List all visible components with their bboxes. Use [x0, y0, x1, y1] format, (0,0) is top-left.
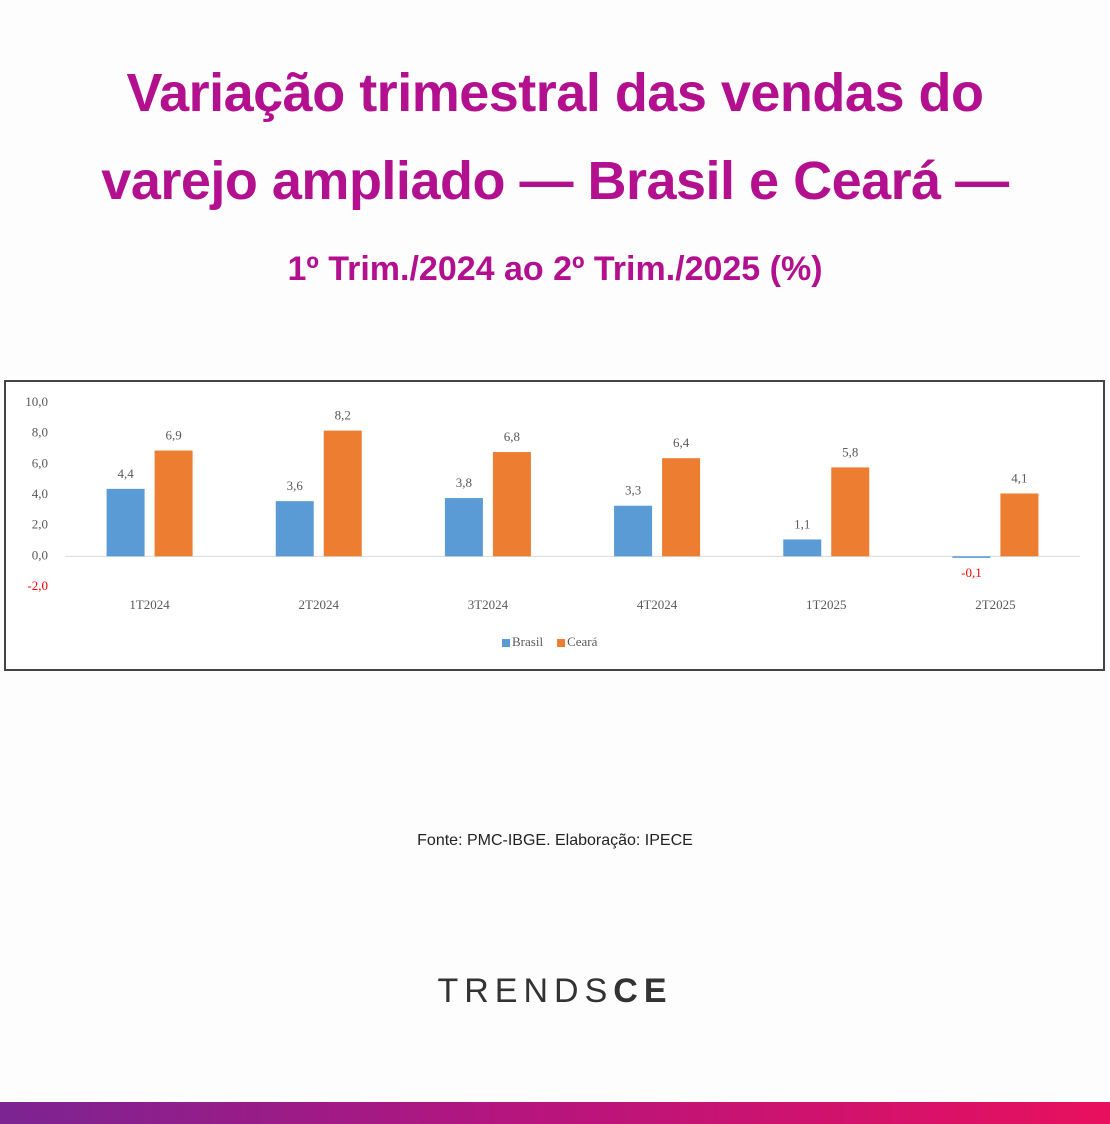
bar	[831, 467, 870, 557]
value-label: 3,3	[625, 483, 641, 498]
value-label: 6,4	[673, 435, 690, 450]
value-label: 4,1	[1011, 470, 1027, 485]
x-tick-label: 2T2024	[299, 597, 340, 612]
y-tick-label: 6,0	[32, 455, 48, 470]
legend-marker	[557, 639, 566, 647]
y-tick-label: 10,0	[25, 394, 48, 409]
chart: -2,0 0,0 2,0 4,0 6,0 8,0 10,0 1T2024 4,4 6,9 2T202…	[4, 380, 1105, 671]
bar	[444, 498, 483, 557]
value-label: 6,8	[504, 429, 520, 444]
logo-light: TRENDS	[437, 972, 614, 1010]
value-label: 6,9	[165, 428, 181, 443]
x-tick-label: 3T2024	[468, 597, 509, 612]
bar	[1000, 493, 1039, 557]
value-label: 8,2	[335, 408, 351, 423]
y-tick-label: 2,0	[32, 517, 48, 532]
bar	[952, 556, 991, 558]
x-tick-label: 1T2025	[806, 597, 846, 612]
bar	[662, 458, 701, 557]
y-tick-label: 0,0	[32, 547, 48, 562]
source: Fonte: PMC-IBGE. Elaboração: IPECE	[417, 832, 693, 849]
value-label: -0,1	[961, 565, 982, 580]
bar	[106, 488, 145, 557]
logo: TRENDSCE	[0, 972, 1110, 1011]
value-label: 5,8	[842, 444, 858, 459]
legend-marker	[502, 639, 510, 647]
x-tick-label: 2T2025	[975, 597, 1015, 612]
legend-label: Ceará	[567, 634, 598, 649]
value-label: 4,4	[117, 466, 134, 481]
y-tick-label: -2,0	[27, 578, 48, 593]
bar	[275, 501, 314, 557]
x-tick-label: 4T2024	[637, 597, 678, 612]
x-tick-label: 1T2024	[129, 597, 170, 612]
value-label: 3,6	[287, 478, 304, 493]
y-tick-label: 4,0	[32, 486, 48, 501]
value-label: 3,8	[456, 475, 472, 490]
footer-band	[0, 1102, 1110, 1124]
value-label: 1,1	[794, 516, 810, 531]
bar	[783, 539, 822, 557]
bar	[154, 450, 193, 557]
bar	[614, 505, 653, 557]
title-line: varejo ampliado — Brasil e Ceará —	[101, 151, 1009, 211]
y-tick-label: 8,0	[32, 425, 48, 440]
bar	[323, 430, 362, 557]
legend-label: Brasil	[512, 634, 543, 649]
title-line: Variação trimestral das vendas do	[126, 63, 984, 123]
subtitle: 1º Trim./2024 ao 2º Trim./2025 (%)	[287, 250, 823, 288]
logo-bold: CE	[613, 972, 673, 1010]
bar	[492, 452, 531, 557]
